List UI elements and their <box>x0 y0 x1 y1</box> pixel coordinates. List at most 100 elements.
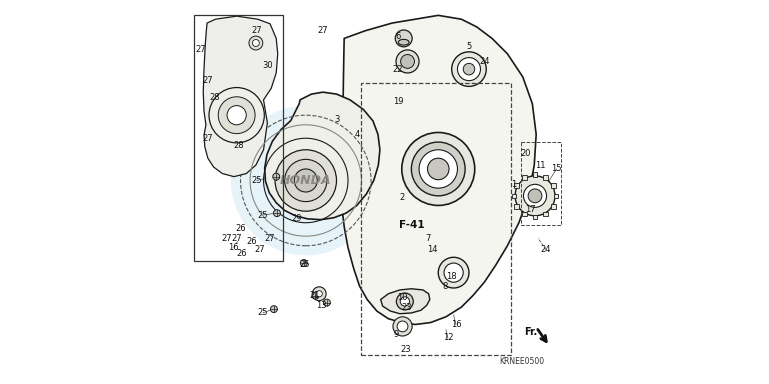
Text: 18: 18 <box>446 272 457 281</box>
Bar <box>522 212 527 217</box>
Text: 28: 28 <box>233 141 244 151</box>
Circle shape <box>275 150 337 211</box>
Circle shape <box>273 173 280 180</box>
Circle shape <box>271 306 278 313</box>
Text: 16: 16 <box>228 243 239 252</box>
Text: 4: 4 <box>355 130 360 139</box>
Text: 15: 15 <box>551 164 562 174</box>
Bar <box>195 15 283 261</box>
Bar <box>551 183 556 188</box>
Text: 27: 27 <box>195 45 206 55</box>
Text: 11: 11 <box>534 161 545 170</box>
Text: 16: 16 <box>451 320 461 329</box>
Circle shape <box>401 55 414 68</box>
Polygon shape <box>265 92 380 220</box>
Circle shape <box>312 292 319 299</box>
Ellipse shape <box>398 40 409 45</box>
Text: 24: 24 <box>541 245 551 254</box>
Text: 12: 12 <box>443 333 453 343</box>
Text: 22: 22 <box>392 65 402 74</box>
Circle shape <box>249 36 263 50</box>
Text: 27: 27 <box>251 26 261 35</box>
Circle shape <box>463 63 474 75</box>
Polygon shape <box>203 16 278 177</box>
Text: 21: 21 <box>309 291 319 300</box>
Text: KRNEE0500: KRNEE0500 <box>499 357 544 366</box>
Text: 19: 19 <box>393 97 403 106</box>
Circle shape <box>395 30 412 47</box>
Text: 27: 27 <box>231 233 242 243</box>
Text: 10: 10 <box>397 293 408 302</box>
Circle shape <box>218 97 255 134</box>
Bar <box>551 204 556 209</box>
Circle shape <box>444 263 463 282</box>
Text: HONDA: HONDA <box>280 174 331 187</box>
Circle shape <box>301 260 308 266</box>
Bar <box>543 212 548 217</box>
Circle shape <box>419 150 458 188</box>
Text: 27: 27 <box>254 245 265 254</box>
Bar <box>511 194 516 198</box>
Text: 20: 20 <box>521 149 531 158</box>
Circle shape <box>524 184 547 207</box>
Text: 26: 26 <box>235 224 246 233</box>
Text: 8: 8 <box>442 281 448 291</box>
Circle shape <box>324 299 331 306</box>
Circle shape <box>451 52 486 86</box>
Text: 25: 25 <box>251 176 262 185</box>
Circle shape <box>316 291 322 297</box>
Circle shape <box>312 287 326 301</box>
Bar <box>533 215 538 219</box>
Text: 27: 27 <box>202 134 213 143</box>
Bar <box>514 183 519 188</box>
Text: 3: 3 <box>334 114 339 124</box>
Text: 17: 17 <box>525 205 536 214</box>
Circle shape <box>393 317 412 336</box>
Text: 27: 27 <box>318 26 328 35</box>
Circle shape <box>252 40 259 46</box>
Text: 5: 5 <box>466 41 471 51</box>
Bar <box>522 175 527 180</box>
Circle shape <box>515 176 555 216</box>
Text: 23: 23 <box>401 303 412 312</box>
Text: 29: 29 <box>291 214 302 223</box>
Text: 27: 27 <box>264 233 275 243</box>
Circle shape <box>438 257 469 288</box>
Circle shape <box>396 293 413 310</box>
Circle shape <box>285 159 327 202</box>
Text: 6: 6 <box>395 32 401 41</box>
Text: 25: 25 <box>258 210 268 220</box>
Circle shape <box>231 106 381 255</box>
Text: 25: 25 <box>300 260 310 270</box>
Polygon shape <box>381 289 430 314</box>
Text: 26: 26 <box>236 249 247 258</box>
Bar <box>533 172 538 177</box>
Text: 26: 26 <box>247 237 258 247</box>
Circle shape <box>400 297 409 306</box>
Circle shape <box>411 142 465 196</box>
Circle shape <box>401 132 474 205</box>
Circle shape <box>528 189 542 203</box>
Circle shape <box>274 210 281 217</box>
Text: 28: 28 <box>210 93 221 103</box>
Text: 23: 23 <box>401 345 411 354</box>
Polygon shape <box>341 15 536 324</box>
Circle shape <box>428 158 449 180</box>
Text: 27: 27 <box>202 76 213 85</box>
Circle shape <box>396 50 419 73</box>
Text: 27: 27 <box>221 233 232 243</box>
Text: 14: 14 <box>428 245 438 254</box>
Circle shape <box>209 88 265 143</box>
Bar <box>514 204 519 209</box>
Circle shape <box>227 106 246 125</box>
Text: 9: 9 <box>394 329 398 339</box>
Circle shape <box>295 169 318 192</box>
Text: Fr.: Fr. <box>524 327 537 337</box>
Bar <box>554 194 558 198</box>
Text: 13: 13 <box>316 301 327 310</box>
Text: 2: 2 <box>399 193 404 202</box>
Text: 30: 30 <box>262 61 273 70</box>
Bar <box>361 83 511 355</box>
Text: 25: 25 <box>258 308 268 318</box>
Text: 1: 1 <box>511 180 516 189</box>
